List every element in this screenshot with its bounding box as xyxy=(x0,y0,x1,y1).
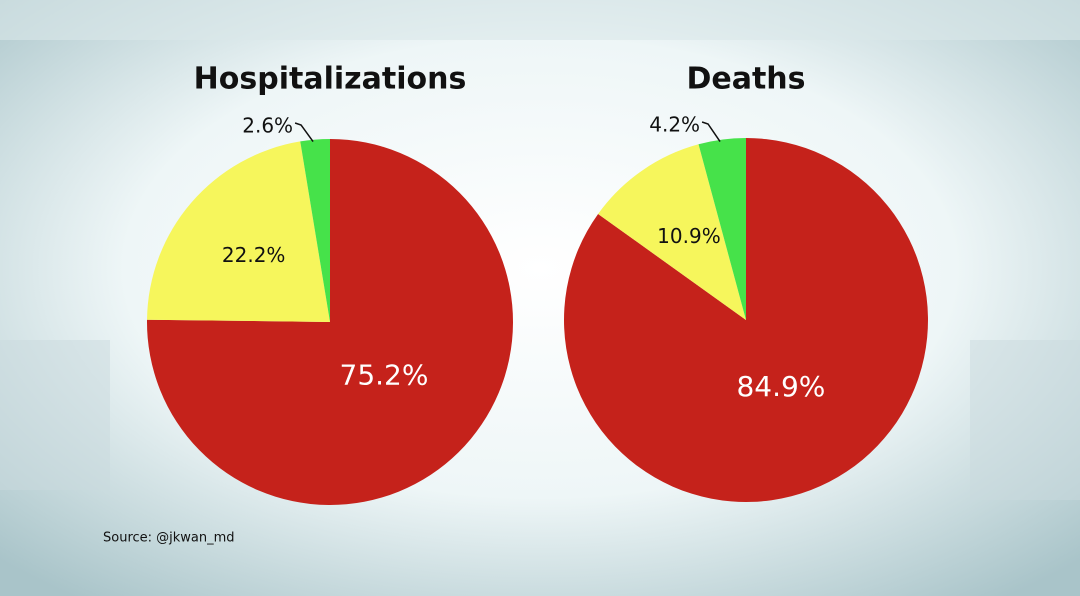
value-label: 75.2% xyxy=(340,359,429,392)
leader-line xyxy=(701,121,721,143)
chart-title: Deaths xyxy=(686,62,805,97)
pie-slice xyxy=(147,141,330,322)
value-label: 10.9% xyxy=(657,224,721,248)
chart-title: Hospitalizations xyxy=(194,62,467,97)
pie-slice xyxy=(698,138,746,320)
ceiling xyxy=(0,0,1080,40)
source: Source: @jkwan_md xyxy=(103,531,235,546)
bed-right xyxy=(970,340,1080,500)
pie-slice xyxy=(598,144,746,320)
bed-left xyxy=(0,340,110,490)
value-label: 22.2% xyxy=(222,243,286,267)
value-label: 4.2% xyxy=(649,113,700,137)
leader-line xyxy=(294,122,314,143)
value-label: 2.6% xyxy=(242,114,293,138)
value-label: 84.9% xyxy=(736,370,825,403)
pie-slice xyxy=(300,139,330,322)
